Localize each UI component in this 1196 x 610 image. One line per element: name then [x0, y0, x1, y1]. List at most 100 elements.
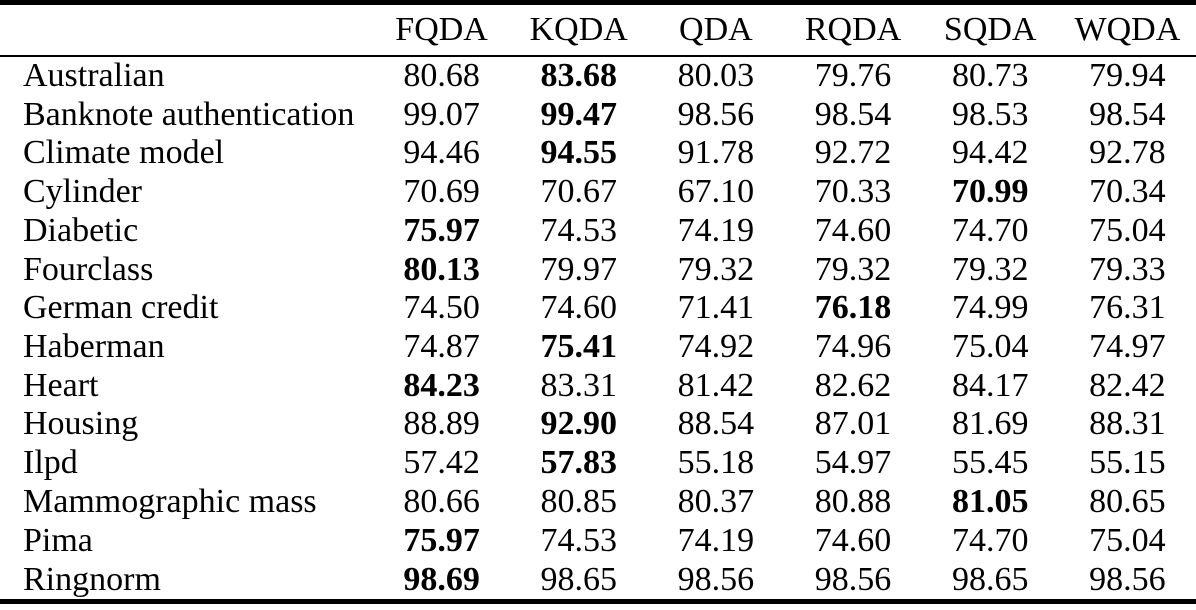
cell-qda: 67.10: [677, 173, 755, 211]
cell-fqda: 84.23: [403, 366, 480, 404]
cell-wqda: 76.31: [1089, 289, 1166, 327]
table-row: Cylinder 70.69 70.67 67.10 70.33 70.99 70.34: [0, 173, 1196, 212]
cell-wqda: 79.33: [1089, 250, 1166, 288]
cell-sqda: 98.65: [951, 560, 1029, 598]
cell-fqda: 98.69: [403, 560, 480, 598]
cell-kqda: 94.55: [540, 134, 617, 172]
table-row: Climate model 94.46 94.55 91.78 92.72 94.42 92…: [0, 134, 1196, 173]
table-row: Housing 88.89 92.90 88.54 87.01 81.69 88.31: [0, 405, 1196, 444]
cell-fqda: 70.69: [403, 173, 480, 211]
cell-rqda: 74.60: [814, 211, 892, 249]
cell-wqda: 88.31: [1089, 405, 1166, 443]
cell-wqda: 80.65: [1089, 482, 1166, 520]
row-label: Ringnorm: [23, 560, 161, 598]
row-label-header: [0, 2, 373, 57]
row-label: Heart: [23, 366, 99, 404]
cell-sqda: 55.45: [951, 444, 1029, 482]
cell-fqda: 94.46: [403, 134, 480, 172]
cell-kqda: 74.53: [540, 521, 617, 559]
cell-rqda: 98.54: [814, 95, 892, 133]
table-row: Ringnorm 98.69 98.65 98.56 98.56 98.65 98.56: [0, 560, 1196, 601]
table-header: FQDA KQDA QDA RQDA SQDA WQDA: [0, 2, 1196, 57]
cell-qda: 88.54: [677, 405, 755, 443]
cell-fqda: 74.87: [403, 328, 480, 366]
table-body: Australian 80.68 83.68 80.03 79.76 80.73 79.94…: [0, 56, 1196, 602]
cell-fqda: 75.97: [403, 521, 480, 559]
cell-wqda: 92.78: [1089, 134, 1166, 172]
cell-sqda: 79.32: [951, 250, 1029, 288]
cell-rqda: 87.01: [814, 405, 892, 443]
cell-kqda: 74.60: [540, 289, 617, 327]
cell-rqda: 70.33: [814, 173, 892, 211]
cell-rqda: 98.56: [814, 560, 892, 598]
cell-kqda: 83.31: [540, 366, 617, 404]
cell-qda: 81.42: [677, 366, 755, 404]
table-row: Ilpd 57.42 57.83 55.18 54.97 55.45 55.15: [0, 444, 1196, 483]
row-label: Housing: [23, 405, 139, 443]
cell-qda: 80.03: [677, 56, 755, 94]
cell-sqda: 75.04: [951, 328, 1029, 366]
cell-kqda: 75.41: [540, 328, 617, 366]
cell-sqda: 74.99: [951, 289, 1029, 327]
cell-qda: 71.41: [677, 289, 755, 327]
cell-qda: 80.37: [677, 482, 755, 520]
table-row: Diabetic 75.97 74.53 74.19 74.60 74.70 75.04: [0, 211, 1196, 250]
row-label: Mammographic mass: [23, 482, 317, 520]
cell-qda: 91.78: [677, 134, 755, 172]
cell-sqda: 81.05: [951, 482, 1029, 520]
table-row: Mammographic mass 80.66 80.85 80.37 80.88 81.…: [0, 483, 1196, 522]
table-row: Banknote authentication 99.07 99.47 98.56 98…: [0, 95, 1196, 134]
table-row: Australian 80.68 83.68 80.03 79.76 80.73 79.94: [0, 56, 1196, 96]
cell-wqda: 82.42: [1089, 366, 1166, 404]
cell-fqda: 88.89: [403, 405, 480, 443]
cell-rqda: 79.76: [814, 56, 892, 94]
table-row: Pima 75.97 74.53 74.19 74.60 74.70 75.04: [0, 521, 1196, 560]
cell-wqda: 79.94: [1089, 56, 1166, 94]
cell-qda: 74.92: [677, 328, 755, 366]
row-label: Cylinder: [23, 173, 142, 211]
cell-wqda: 55.15: [1089, 444, 1166, 482]
cell-kqda: 74.53: [540, 211, 617, 249]
cell-kqda: 83.68: [540, 56, 617, 94]
column-header-sqda: SQDA: [921, 2, 1059, 57]
cell-fqda: 80.13: [403, 250, 480, 288]
table-row: Fourclass 80.13 79.97 79.32 79.32 79.32 79.33: [0, 250, 1196, 289]
cell-rqda: 82.62: [814, 366, 892, 404]
cell-qda: 98.56: [677, 560, 755, 598]
row-label: Pima: [23, 521, 93, 559]
cell-sqda: 81.69: [951, 405, 1029, 443]
cell-kqda: 99.47: [540, 95, 617, 133]
cell-fqda: 99.07: [403, 95, 480, 133]
cell-rqda: 74.60: [814, 521, 892, 559]
cell-qda: 74.19: [677, 521, 755, 559]
cell-sqda: 74.70: [951, 211, 1029, 249]
header-row: FQDA KQDA QDA RQDA SQDA WQDA: [0, 2, 1196, 57]
cell-kqda: 70.67: [540, 173, 617, 211]
row-label: Fourclass: [23, 250, 154, 288]
cell-qda: 98.56: [677, 95, 755, 133]
cell-fqda: 74.50: [403, 289, 480, 327]
cell-wqda: 98.56: [1089, 560, 1166, 598]
column-header-wqda: WQDA: [1058, 2, 1196, 57]
cell-kqda: 79.97: [540, 250, 617, 288]
cell-sqda: 70.99: [951, 173, 1029, 211]
column-header-kqda: KQDA: [510, 2, 648, 57]
cell-qda: 79.32: [677, 250, 755, 288]
table-row: German credit 74.50 74.60 71.41 76.18 74.99 76…: [0, 289, 1196, 328]
row-label: Australian: [23, 56, 165, 94]
cell-wqda: 74.97: [1089, 328, 1166, 366]
cell-kqda: 80.85: [540, 482, 617, 520]
cell-rqda: 76.18: [814, 289, 892, 327]
cell-fqda: 57.42: [403, 444, 480, 482]
cell-rqda: 79.32: [814, 250, 892, 288]
cell-wqda: 98.54: [1089, 95, 1166, 133]
cell-wqda: 70.34: [1089, 173, 1166, 211]
table-row: Haberman 74.87 75.41 74.92 74.96 75.04 74.97: [0, 328, 1196, 367]
cell-fqda: 80.66: [403, 482, 480, 520]
cell-sqda: 80.73: [951, 56, 1029, 94]
cell-rqda: 80.88: [814, 482, 892, 520]
cell-sqda: 94.42: [951, 134, 1029, 172]
cell-sqda: 98.53: [951, 95, 1029, 133]
cell-sqda: 74.70: [951, 521, 1029, 559]
